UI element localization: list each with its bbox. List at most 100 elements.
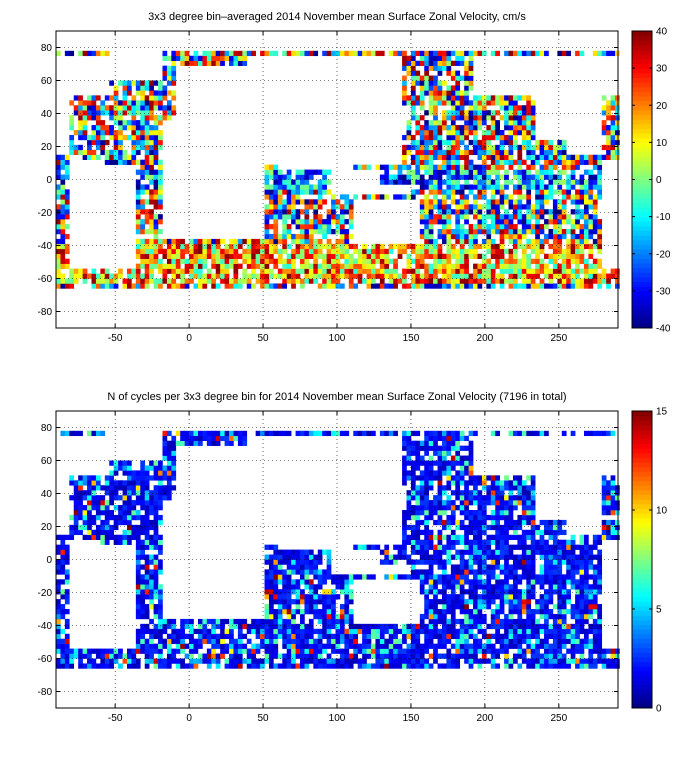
velocity-map-cell — [512, 174, 518, 180]
velocity-map-cell — [548, 164, 554, 170]
cycles-map-cell — [348, 618, 354, 625]
cycles-map-cell — [193, 663, 199, 669]
cycles-map-cell — [464, 643, 469, 649]
cycles-map-cell — [144, 554, 150, 560]
velocity-map-cell — [499, 174, 505, 180]
velocity-map-cell — [162, 273, 168, 279]
velocity-map-cell — [118, 144, 123, 151]
velocity-map-cell — [122, 85, 128, 91]
cycles-map-cell — [468, 490, 474, 496]
cycles-map-cell — [308, 579, 314, 585]
cycles-map-cell — [300, 653, 305, 659]
velocity-map-cell — [229, 253, 234, 259]
velocity-map-cell — [583, 273, 589, 279]
velocity-map-cell — [583, 194, 589, 200]
velocity-map-cell — [455, 189, 461, 195]
cycles-map-cell — [260, 633, 265, 639]
cycles-map-cell — [166, 643, 172, 649]
velocity-map-cell — [481, 263, 487, 269]
velocity-map-cell — [526, 115, 532, 121]
velocity-map-cell — [486, 229, 492, 235]
cycles-map-cell — [268, 648, 274, 654]
cycles-map-cell — [495, 475, 500, 481]
velocity-map-cell — [135, 243, 141, 250]
velocity-map-cell — [56, 243, 61, 250]
velocity-map-cell — [144, 110, 150, 116]
velocity-map-cell — [419, 95, 425, 101]
velocity-map-cell — [344, 199, 350, 205]
velocity-map-cell — [481, 253, 487, 259]
cycles-map-cell — [481, 653, 487, 659]
velocity-map-cell — [335, 248, 341, 255]
cycles-map-cell — [442, 430, 447, 437]
cycles-map-cell — [264, 633, 270, 639]
cycles-map-cell — [339, 574, 345, 580]
cycles-map-cell — [166, 455, 172, 461]
velocity-map-cell — [406, 253, 412, 259]
cycles-map-cell — [73, 514, 79, 521]
velocity-map-cell — [508, 199, 514, 205]
velocity-map-cell — [535, 199, 540, 205]
cycles-map-cell — [166, 470, 172, 476]
cycles-map-cell — [313, 589, 319, 595]
cycles-map-cell — [100, 505, 106, 511]
cycles-map-cell — [162, 628, 168, 635]
velocity-map-cell — [348, 224, 354, 230]
velocity-map-cell — [552, 214, 558, 220]
velocity-map-cell — [64, 174, 70, 180]
cycles-map-cell — [56, 643, 61, 649]
velocity-map-cell — [260, 263, 265, 269]
velocity-map-cell — [171, 90, 177, 96]
velocity-map-cell — [362, 248, 367, 255]
velocity-map-cell — [473, 199, 478, 205]
cycles-map-cell — [477, 510, 483, 516]
cycles-map-cell — [442, 584, 447, 590]
velocity-map-cell — [393, 179, 398, 185]
velocity-map-cell — [433, 154, 438, 160]
cycles-map-cell — [158, 599, 163, 605]
velocity-map-cell — [495, 229, 500, 235]
cycles-map-cell — [339, 584, 345, 590]
velocity-map-cell — [424, 209, 429, 215]
velocity-map-cell — [433, 214, 438, 220]
cycles-map-cell — [410, 623, 416, 630]
cycles-map-cell — [122, 495, 128, 501]
velocity-map-cell — [268, 169, 274, 175]
velocity-map-cell — [437, 65, 443, 71]
velocity-map-cell — [508, 149, 514, 156]
cycles-map-cell — [64, 633, 70, 639]
cycles-map-cell — [158, 569, 163, 575]
velocity-map-cell — [384, 248, 390, 255]
velocity-map-cell — [477, 273, 483, 279]
cycles-map-cell — [481, 529, 487, 536]
cycles-map-cell — [158, 539, 163, 545]
velocity-map-cell — [486, 184, 492, 190]
velocity-map-cell — [468, 174, 474, 180]
velocity-map-cell — [233, 263, 239, 269]
cycles-map-cell — [384, 648, 390, 654]
cycles-map-cell — [486, 569, 492, 575]
velocity-map-cell — [95, 50, 101, 57]
velocity-map-cell — [224, 50, 230, 57]
velocity-map-cell — [459, 149, 465, 156]
velocity-map-cell — [295, 238, 301, 245]
cycles-map-cell — [433, 613, 438, 620]
velocity-map-cell — [264, 268, 270, 274]
cycles-map-cell — [304, 559, 310, 565]
velocity-map-cell — [455, 139, 461, 146]
velocity-map-cell — [375, 268, 381, 274]
cycles-map-cell — [184, 643, 190, 649]
cycles-map-cell — [428, 643, 434, 649]
velocity-map-cell — [552, 229, 558, 235]
velocity-map-cell — [415, 164, 421, 170]
velocity-map-cell — [402, 50, 407, 57]
velocity-map-cell — [82, 130, 88, 136]
cycles-map-cell — [415, 505, 421, 511]
velocity-map-cell — [481, 120, 487, 126]
velocity-map-cell — [486, 283, 492, 289]
cycles-map-cell — [481, 514, 487, 521]
velocity-map-cell — [251, 283, 256, 289]
velocity-map-cell — [135, 130, 141, 136]
velocity-map-cell — [477, 219, 483, 225]
cycles-map-cell — [446, 594, 452, 600]
